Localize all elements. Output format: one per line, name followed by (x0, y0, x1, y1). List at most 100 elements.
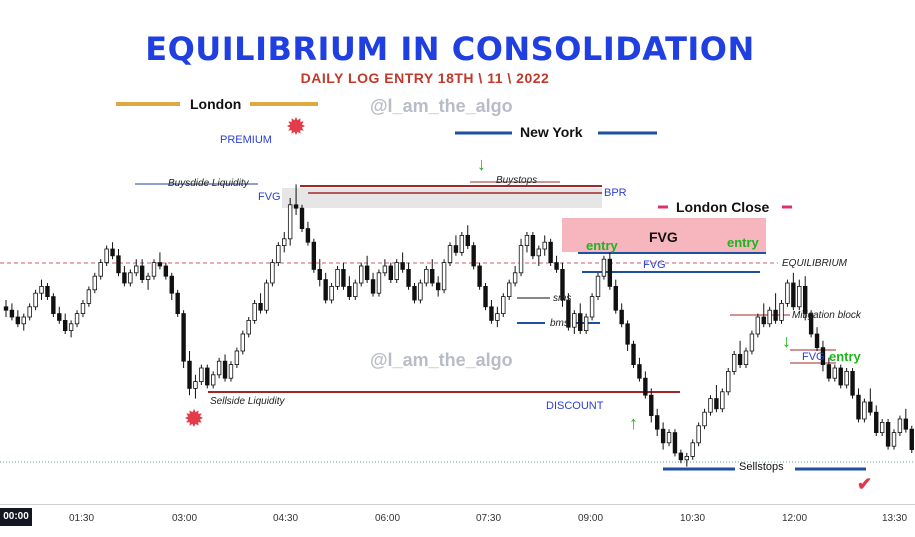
candle-body (595, 275, 601, 298)
candle-body (329, 285, 334, 301)
watermark-mid: @l_am_the_algo (370, 350, 513, 370)
fvg-label-left: FVG (258, 191, 281, 203)
entry-label-1: entry (586, 238, 618, 253)
candle-body (92, 275, 97, 291)
candle-body (45, 285, 50, 297)
entry-label-2: entry (727, 235, 759, 250)
time-tick: 12:00 (782, 513, 808, 524)
time-tick: 04:30 (273, 513, 299, 524)
candle-body (803, 285, 808, 314)
candle-body (193, 381, 198, 389)
candle-body (347, 285, 352, 297)
candle-body (27, 306, 32, 318)
candle-body (613, 285, 618, 311)
candle-body (826, 364, 832, 379)
fvg-label-mid: FVG (643, 259, 666, 271)
time-axis (0, 504, 915, 537)
candle-body (270, 262, 275, 284)
bms-label: bms (550, 318, 569, 329)
discount-label: DISCOUNT (546, 400, 604, 412)
candle-body (364, 265, 370, 281)
candle-body (726, 370, 731, 393)
candle-body (838, 367, 843, 386)
session-london-close: London Close (676, 199, 770, 215)
candle-body (820, 347, 826, 366)
candle-body (430, 268, 435, 284)
candle-body (720, 391, 725, 410)
candle-body (779, 302, 784, 321)
candle-body (418, 282, 423, 301)
candle-body (601, 258, 607, 277)
candle-body (134, 265, 139, 274)
page-subtitle: DAILY LOG ENTRY 18TH \ 11 \ 2022 (300, 70, 550, 86)
candle-body (175, 292, 180, 315)
candle-body (666, 432, 672, 444)
candle-body (678, 452, 684, 461)
entry-label-3: entry (829, 349, 861, 364)
candle-body (222, 360, 228, 379)
candle-body (358, 265, 364, 284)
candle-body (684, 455, 689, 461)
candle-body (690, 442, 695, 457)
candle-body (394, 262, 399, 281)
candle-body (560, 268, 565, 301)
candle-body (879, 421, 885, 433)
candle-body (773, 309, 778, 321)
candle-body (743, 350, 749, 366)
candle-body (110, 248, 115, 257)
candle-body (157, 262, 163, 267)
candle-body (459, 234, 465, 253)
candle-body (264, 282, 269, 311)
candle-body (767, 309, 772, 325)
premium-label: PREMIUM (220, 134, 272, 146)
time-tick: 13:30 (882, 513, 908, 524)
candle-body (483, 285, 488, 308)
checkmark-icon: ✔ (857, 474, 873, 494)
session-new-york: New York (520, 124, 583, 140)
candle-body (187, 360, 192, 389)
candle-body (353, 282, 358, 298)
arrow-down-icon: ↓ (782, 331, 791, 351)
candle-body (495, 313, 500, 321)
page-title: EQUILIBRIUM IN CONSOLIDATION (145, 30, 755, 68)
candle-body (506, 282, 512, 298)
candle-body (578, 313, 583, 332)
candle-body (21, 316, 26, 325)
sellside-liquidity-label: Sellside Liquidity (210, 396, 285, 407)
candle-body (903, 418, 909, 430)
time-tick: 09:00 (578, 513, 604, 524)
candle-body (169, 275, 174, 294)
candle-body (39, 285, 44, 294)
candle-body (181, 313, 186, 362)
candle-body (814, 333, 820, 349)
candle-body (370, 279, 376, 294)
candle-body (761, 316, 766, 325)
time-tick: 01:30 (69, 513, 95, 524)
candle-body (909, 428, 914, 451)
candle-body (536, 248, 541, 257)
candle-body (885, 421, 891, 447)
candle-body (891, 432, 897, 447)
equilibrium-label: EQUILIBRIUM (782, 258, 848, 269)
candle-body (33, 292, 38, 308)
candle-body (808, 313, 814, 335)
bpr-zone (282, 188, 602, 208)
buystops-label: Buystops (496, 175, 538, 186)
candle-body (128, 272, 133, 284)
candle-body (80, 302, 86, 314)
candle-body (86, 289, 92, 304)
candle-body (489, 306, 494, 321)
candle-body (785, 282, 790, 304)
candle-body (625, 323, 630, 345)
candle-body (246, 319, 251, 335)
time-tick-current: 00:00 (0, 508, 32, 526)
fvg-zone (562, 218, 766, 252)
candle-body (3, 306, 9, 311)
fvg-zone-label: FVG (649, 229, 678, 245)
candle-body (163, 265, 169, 277)
candle-body (702, 411, 707, 427)
candle-body (287, 204, 293, 240)
candle-body (501, 296, 506, 315)
candle-body (649, 394, 654, 417)
candle-body (554, 262, 559, 270)
